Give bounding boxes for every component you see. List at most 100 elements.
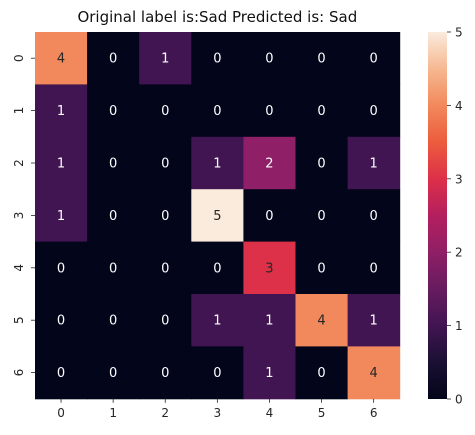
colorbar-gradient <box>428 32 447 399</box>
heatmap-cell-2-3 <box>191 136 244 190</box>
heatmap-cell-2-2 <box>139 136 192 190</box>
cell-value-label-4-2: 0 <box>161 261 169 276</box>
cell-value-label-2-0: 1 <box>57 157 65 172</box>
cell-value-label-3-4: 0 <box>265 209 273 224</box>
cell-value-label-1-3: 0 <box>213 104 221 119</box>
heatmap-cell-3-4 <box>243 189 296 243</box>
cell-value-label-1-2: 0 <box>161 104 169 119</box>
heatmap-cell-3-6 <box>347 189 401 243</box>
heatmap-cell-6-4 <box>243 346 296 400</box>
cell-value-label-0-3: 0 <box>213 52 221 67</box>
heatmap-cell-1-2 <box>139 84 192 138</box>
cell-value-label-3-3: 5 <box>213 209 221 224</box>
cell-value-label-6-1: 0 <box>109 366 117 381</box>
x-tick-label-5: 5 <box>318 406 326 420</box>
heatmap-cell-4-6 <box>347 241 401 295</box>
heatmap-cell-0-3 <box>191 32 244 85</box>
cell-value-label-6-6: 4 <box>370 366 378 381</box>
heatmap-cell-2-0 <box>35 136 88 190</box>
heatmap-cell-4-2 <box>139 241 192 295</box>
heatmap-cell-2-6 <box>347 136 401 190</box>
y-tick-label-1: 1 <box>12 107 26 115</box>
heatmap-cell-4-3 <box>191 241 244 295</box>
heatmap-cell-5-2 <box>139 294 192 347</box>
x-tick-label-3: 3 <box>214 406 222 420</box>
heatmap-cell-2-1 <box>87 136 140 190</box>
x-tick-label-4: 4 <box>266 406 274 420</box>
cell-value-label-0-0: 4 <box>57 52 65 67</box>
y-tick-label-2: 2 <box>12 159 26 167</box>
heatmap-cell-0-4 <box>243 32 296 85</box>
heatmap-cell-5-4 <box>243 294 296 347</box>
cell-value-label-6-0: 0 <box>57 366 65 381</box>
cell-value-label-2-1: 0 <box>109 157 117 172</box>
cell-value-label-4-1: 0 <box>109 261 117 276</box>
cell-value-label-4-6: 0 <box>370 261 378 276</box>
cell-value-label-5-1: 0 <box>109 314 117 329</box>
cell-value-label-5-0: 0 <box>57 314 65 329</box>
cell-value-label-3-1: 0 <box>109 209 117 224</box>
cell-value-label-4-5: 0 <box>317 261 325 276</box>
cell-value-label-1-4: 0 <box>265 104 273 119</box>
heatmap-cell-0-5 <box>295 32 349 85</box>
heatmap-cell-1-5 <box>295 84 349 138</box>
cell-value-label-0-5: 0 <box>317 52 325 67</box>
colorbar-tick-label-3: 3 <box>455 172 463 186</box>
cell-value-label-6-3: 0 <box>213 366 221 381</box>
heatmap-cell-1-0 <box>35 84 88 138</box>
y-tick-label-6: 6 <box>12 369 26 377</box>
heatmap-cell-0-0 <box>35 32 88 85</box>
cell-value-label-5-3: 1 <box>213 314 221 329</box>
cell-value-label-3-5: 0 <box>317 209 325 224</box>
x-axis: 0 1 2 3 4 5 6 <box>57 398 378 420</box>
cell-value-label-6-5: 0 <box>317 366 325 381</box>
cell-value-label-5-4: 1 <box>265 314 273 329</box>
heatmap-cell-0-2 <box>139 32 192 85</box>
cell-value-label-5-6: 1 <box>370 314 378 329</box>
heatmap-cell-3-5 <box>295 189 349 243</box>
heatmap-cell-0-1 <box>87 32 140 85</box>
heatmap-cell-6-1 <box>87 346 140 400</box>
heatmap-cell-6-2 <box>139 346 192 400</box>
y-tick-label-3: 3 <box>12 212 26 220</box>
y-tick-label-4: 4 <box>12 264 26 272</box>
cell-value-label-3-2: 0 <box>161 209 169 224</box>
heatmap-cell-5-1 <box>87 294 140 347</box>
heatmap-cell-1-4 <box>243 84 296 138</box>
cell-value-label-1-6: 0 <box>370 104 378 119</box>
colorbar-tick-label-0: 0 <box>455 393 463 407</box>
cell-value-label-4-3: 0 <box>213 261 221 276</box>
heatmap-cell-6-6 <box>347 346 401 400</box>
colorbar-tick-label-2: 2 <box>455 246 463 260</box>
cell-value-label-2-4: 2 <box>265 157 273 172</box>
heatmap-cell-2-5 <box>295 136 349 190</box>
heatmap-cell-3-2 <box>139 189 192 243</box>
y-tick-label-0: 0 <box>12 54 26 62</box>
cell-value-label-4-0: 0 <box>57 261 65 276</box>
heatmap-cell-1-6 <box>347 84 401 138</box>
cell-value-label-6-4: 1 <box>265 366 273 381</box>
y-axis: 0 1 2 3 4 5 6 <box>12 54 35 376</box>
cell-value-label-0-2: 1 <box>161 52 169 67</box>
heatmap-cell-5-3 <box>191 294 244 347</box>
heatmap-cell-1-3 <box>191 84 244 138</box>
heatmap-cell-3-0 <box>35 189 88 243</box>
y-tick-label-5: 5 <box>12 316 26 324</box>
cell-value-label-3-0: 1 <box>57 209 65 224</box>
cell-value-label-6-2: 0 <box>161 366 169 381</box>
heatmap-cell-0-6 <box>347 32 401 85</box>
heatmap-cell-4-5 <box>295 241 349 295</box>
heatmap-cell-2-4 <box>243 136 296 190</box>
heatmap-cell-3-3 <box>191 189 244 243</box>
heatmap-cell-6-5 <box>295 346 349 400</box>
cell-value-label-2-2: 0 <box>161 157 169 172</box>
cell-value-label-2-3: 1 <box>213 157 221 172</box>
heatmap-cell-4-4 <box>243 241 296 295</box>
heatmap-cell-5-5 <box>295 294 349 347</box>
colorbar-tick-label-1: 1 <box>455 319 463 333</box>
heatmap-cell-5-0 <box>35 294 88 347</box>
heatmap-cell-4-1 <box>87 241 140 295</box>
x-tick-label-6: 6 <box>370 406 378 420</box>
